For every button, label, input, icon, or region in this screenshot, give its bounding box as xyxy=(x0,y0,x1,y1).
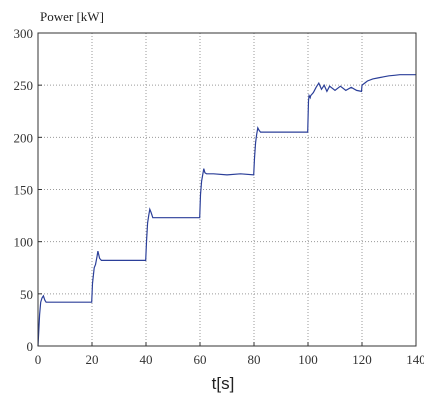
plot-frame xyxy=(37,32,417,347)
x-tick-label: 20 xyxy=(86,352,99,367)
x-tick-label: 0 xyxy=(35,352,42,367)
x-tick-label: 120 xyxy=(352,352,372,367)
power-series-line xyxy=(37,74,416,347)
y-tick-label: 150 xyxy=(14,183,34,198)
x-tick-label: 140 xyxy=(406,352,424,367)
x-tick-label: 60 xyxy=(194,352,207,367)
y-axis-title: Power [kW] xyxy=(40,9,104,24)
x-axis-title: t[s] xyxy=(212,374,235,393)
y-tick-label: 250 xyxy=(14,78,34,93)
y-tick-label: 300 xyxy=(14,26,34,41)
x-tick-label: 40 xyxy=(140,352,153,367)
x-tick-label: 80 xyxy=(248,352,261,367)
grid-lines xyxy=(38,33,416,346)
tick-labels: 0 20 40 60 80 100 120 140 0 50 100 150 200 250 300 xyxy=(14,26,424,367)
x-tick-label: 100 xyxy=(298,352,318,367)
y-tick-label: 200 xyxy=(14,130,34,145)
y-tick-label: 50 xyxy=(20,287,33,302)
y-tick-label: 100 xyxy=(14,235,34,250)
y-tick-label: 0 xyxy=(27,339,34,354)
